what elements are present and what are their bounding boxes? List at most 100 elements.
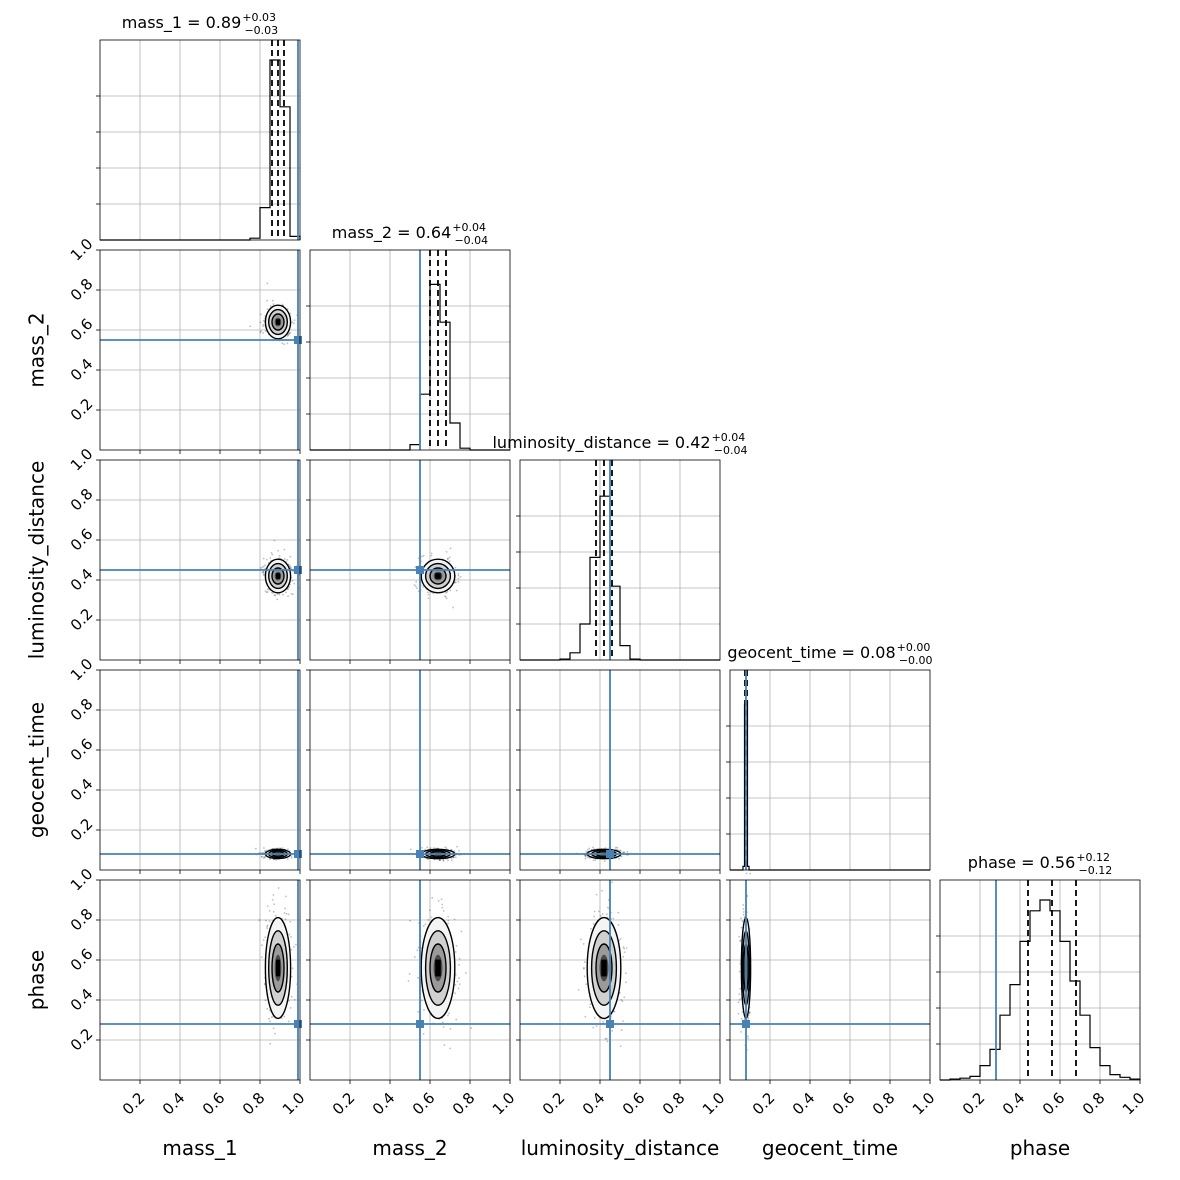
- sample-point: [290, 593, 293, 595]
- sample-point: [448, 556, 451, 559]
- sample-point: [262, 571, 265, 574]
- sample-point: [457, 987, 460, 990]
- sample-point: [262, 570, 265, 573]
- sample-point: [613, 1010, 616, 1013]
- sample-point: [585, 983, 588, 986]
- sample-point: [620, 999, 623, 1001]
- sample-point: [422, 554, 425, 557]
- sample-point: [742, 911, 745, 913]
- sample-point: [456, 980, 459, 983]
- sample-point: [737, 1012, 740, 1015]
- sample-point: [458, 957, 461, 960]
- sample-point: [738, 998, 741, 1001]
- sample-point: [444, 596, 447, 598]
- x-tick-label: 0.2: [119, 1089, 149, 1119]
- sample-point: [286, 558, 289, 561]
- sample-point: [288, 332, 291, 335]
- sample-point: [443, 595, 446, 597]
- sample-point: [739, 987, 742, 990]
- sample-point: [740, 1017, 743, 1020]
- sample-point: [291, 579, 294, 582]
- sample-point: [281, 847, 284, 850]
- sample-point: [266, 927, 269, 930]
- sample-point: [582, 943, 585, 945]
- sample-point: [274, 914, 277, 917]
- sample-point: [605, 1037, 608, 1040]
- sample-point: [740, 1031, 742, 1033]
- sample-point: [273, 594, 276, 597]
- sample-point: [289, 1007, 292, 1009]
- sample-point: [583, 966, 585, 969]
- sample-point: [441, 1021, 444, 1024]
- panel-frame: [309, 249, 511, 451]
- sample-point: [458, 977, 460, 979]
- sample-point: [619, 849, 621, 852]
- sample-point: [413, 584, 416, 586]
- sample-point: [289, 331, 292, 334]
- sample-point: [454, 566, 457, 569]
- sample-point: [443, 1044, 446, 1046]
- sample-point: [621, 1000, 624, 1003]
- sample-point: [620, 855, 623, 858]
- y-tick-label: 0.8: [67, 695, 97, 725]
- panel-frame: [309, 879, 511, 1081]
- sample-point: [268, 858, 271, 861]
- sample-point: [457, 572, 460, 575]
- sample-point: [442, 859, 445, 862]
- sample-point: [273, 539, 276, 542]
- sample-point: [455, 589, 458, 592]
- sample-point: [422, 586, 425, 588]
- sample-point: [623, 996, 626, 999]
- panel-frame: [309, 459, 511, 661]
- sample-point: [277, 549, 279, 552]
- sample-point: [269, 1020, 272, 1023]
- sample-point: [293, 582, 296, 585]
- panel-frame: [99, 39, 301, 241]
- sample-point: [416, 587, 418, 590]
- sample-point: [624, 972, 627, 975]
- sample-point: [262, 573, 265, 575]
- y-axis-label-mass_2: mass_2: [25, 312, 49, 387]
- panel-mass_2-vs-mass_1: [96, 249, 302, 454]
- sample-point: [260, 855, 263, 858]
- panel-geocent_time-vs-mass_2: [306, 669, 511, 874]
- sample-point: [454, 992, 457, 995]
- sample-point: [280, 1017, 283, 1020]
- sample-point: [611, 1030, 614, 1032]
- sample-point: [586, 856, 589, 858]
- sample-point: [446, 558, 449, 561]
- histogram-panel-mass_1: mass_1 = 0.89+0.03 −0.03: [96, 11, 301, 241]
- sample-point: [441, 906, 444, 909]
- x-tick-label: 0.4: [999, 1089, 1029, 1119]
- sample-point: [606, 1040, 609, 1043]
- sample-point: [259, 331, 262, 334]
- sample-point: [745, 872, 748, 875]
- histogram-step-mass_1: [100, 59, 301, 241]
- sample-point: [458, 849, 460, 852]
- x-tick-label: 0.6: [199, 1089, 229, 1119]
- panel-frame: [939, 879, 1141, 1081]
- sample-point: [293, 946, 295, 948]
- sample-point: [409, 919, 412, 922]
- sample-point: [270, 1016, 273, 1019]
- sample-point: [445, 550, 448, 553]
- sample-point: [454, 983, 457, 986]
- sample-point: [438, 858, 441, 861]
- y-tick-label: 0.4: [67, 565, 97, 595]
- sample-point: [289, 565, 291, 568]
- sample-point: [458, 983, 461, 986]
- truth-marker: [416, 1020, 424, 1028]
- sample-point: [270, 551, 273, 554]
- panel-frame: [99, 669, 301, 871]
- y-tick-label: 1.0: [67, 235, 97, 265]
- sample-point: [614, 848, 617, 851]
- sample-point: [615, 846, 617, 849]
- sample-point: [447, 915, 449, 918]
- sample-point: [592, 923, 595, 925]
- sample-point: [264, 564, 266, 567]
- x-axis-label-geocent_time: geocent_time: [762, 1136, 898, 1160]
- sample-point: [593, 915, 595, 918]
- sample-point: [285, 591, 287, 594]
- y-tick-label: 1.0: [67, 445, 97, 475]
- sample-point: [269, 556, 272, 559]
